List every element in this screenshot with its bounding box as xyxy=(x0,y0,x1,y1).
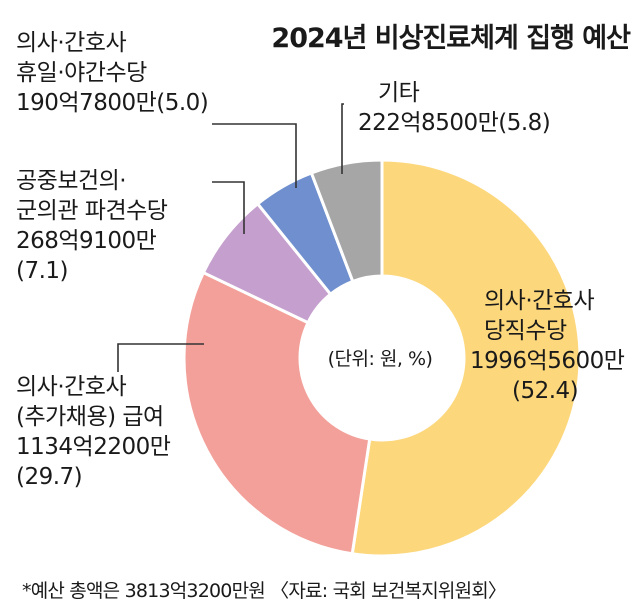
slice-on-call-allowance xyxy=(350,158,582,558)
leader-line-other xyxy=(341,103,344,174)
slice-hiring-salary xyxy=(182,270,372,556)
slice-label-on-call: 의사·간호사 당직수당 1996억5600만 (52.4) xyxy=(470,288,625,404)
footnote: *예산 총액은 3813억3200만원 〈자료: 국회 보건복지위원회〉 xyxy=(22,580,507,602)
slice-label-dispatch-allowance: 공중보건의· 군의관 파견수당 268억9100만 (7.1) xyxy=(16,168,168,284)
slice-label-holiday-night: 의사·간호사 휴일·야간수당 190억7800만(5.0) xyxy=(16,30,209,116)
unit-label: (단위: 원, %) xyxy=(327,348,433,370)
leader-line-holiday-night xyxy=(212,123,297,188)
slice-label-other: 기타 222억8500만(5.8) xyxy=(358,80,551,136)
slice-other xyxy=(309,158,384,284)
leader-line-dispatch-allowance xyxy=(212,181,245,234)
slice-label-hiring-salary: 의사·간호사 (추가채용) 급여 1134억2200만 (29.7) xyxy=(16,374,171,490)
leader-line-hiring-salary xyxy=(117,343,204,372)
chart-title: 2024년 비상진료체계 집행 예산 xyxy=(271,23,631,54)
